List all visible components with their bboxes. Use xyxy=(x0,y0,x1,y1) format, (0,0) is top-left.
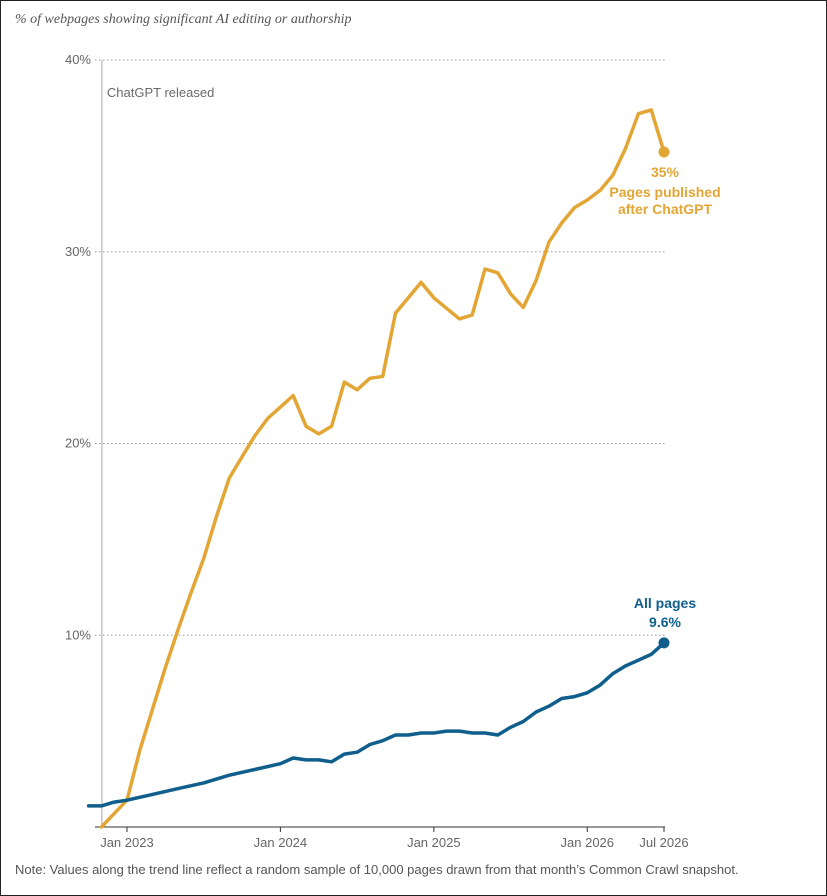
x-tick-label: Jan 2026 xyxy=(561,835,615,850)
y-tick-label: 20% xyxy=(65,436,91,451)
all-pages-value-label: 9.6% xyxy=(649,614,681,630)
after-chatgpt-series-label: after ChatGPT xyxy=(618,201,713,217)
gridlines: 10% 20% 30% 40% xyxy=(65,52,665,642)
all-pages-line xyxy=(86,641,666,808)
y-tick-label: 30% xyxy=(65,244,91,259)
chatgpt-release-label: ChatGPT released xyxy=(107,85,214,100)
y-tick-label: 10% xyxy=(65,627,91,642)
x-tick-label: Jan 2024 xyxy=(254,835,308,850)
all-pages-end-point xyxy=(658,637,670,649)
y-tick-label: 40% xyxy=(65,52,91,67)
x-tick-label: Jan 2025 xyxy=(407,835,461,850)
after-chatgpt-series-label: Pages published xyxy=(609,184,720,200)
series-lines xyxy=(86,108,666,829)
after-chatgpt-value-label: 35% xyxy=(651,164,680,180)
chart-note: Note: Values along the trend line reflec… xyxy=(15,862,739,877)
after-chatgpt-line xyxy=(99,108,666,829)
x-tick-label: Jan 2023 xyxy=(100,835,154,850)
after-chatgpt-end-point xyxy=(658,146,670,158)
x-tick-label: Jul 2026 xyxy=(639,835,688,850)
x-axis: Jan 2023 Jan 2024 Jan 2025 Jan 2026 Jul 2026 xyxy=(95,826,689,850)
annotations: ChatGPT released xyxy=(101,60,214,827)
chart-subtitle: % of webpages showing significant AI edi… xyxy=(15,12,352,27)
all-pages-series-label: All pages xyxy=(634,595,696,611)
